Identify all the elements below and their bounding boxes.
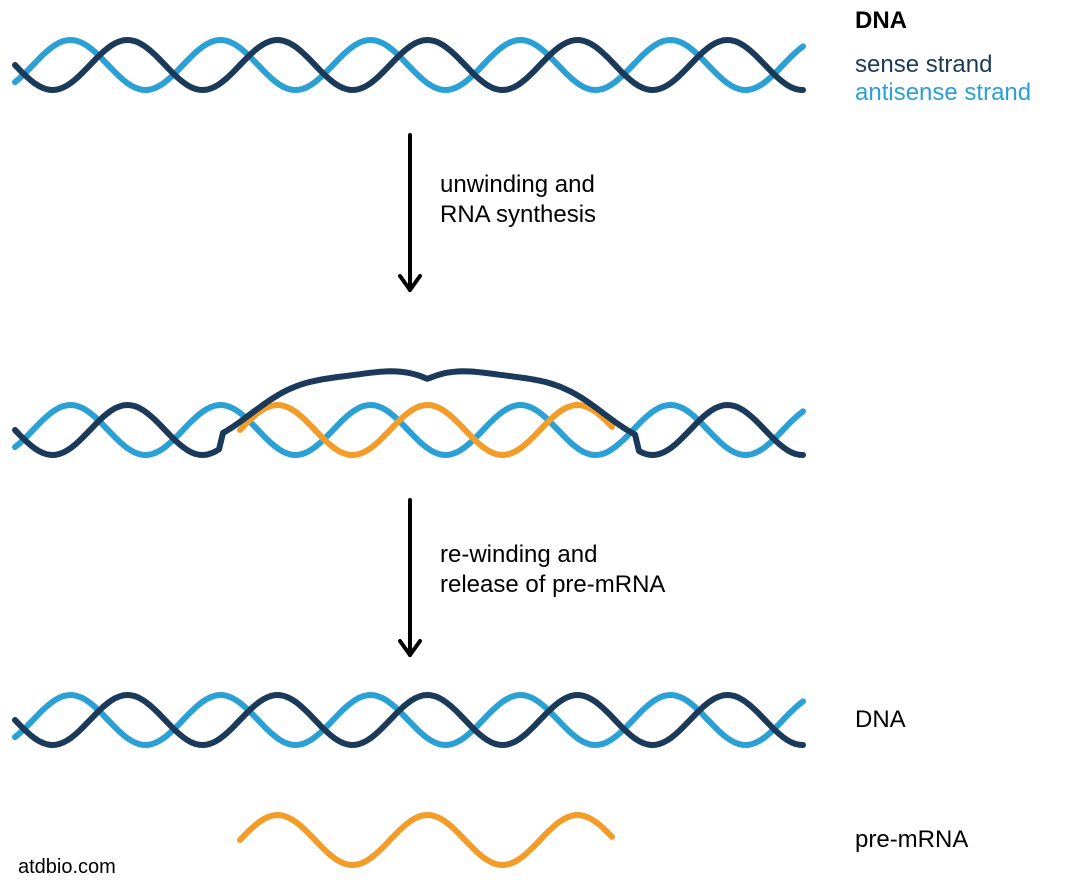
step1-line2: RNA synthesis (440, 200, 596, 230)
step2-line1: re-winding and (440, 540, 597, 570)
sense-label: sense strand (855, 50, 992, 80)
stage3-premrna (240, 815, 612, 865)
antisense-label: antisense strand (855, 78, 1031, 108)
step1-line1: unwinding and (440, 170, 595, 200)
watermark: atdbio.com (18, 855, 116, 880)
step2-line2: release of pre-mRNA (440, 570, 665, 600)
dna-bottom-label: DNA (855, 705, 906, 735)
premrna-label: pre-mRNA (855, 825, 968, 855)
transcription-diagram (0, 0, 1080, 890)
dna-top-label: DNA (855, 6, 907, 36)
